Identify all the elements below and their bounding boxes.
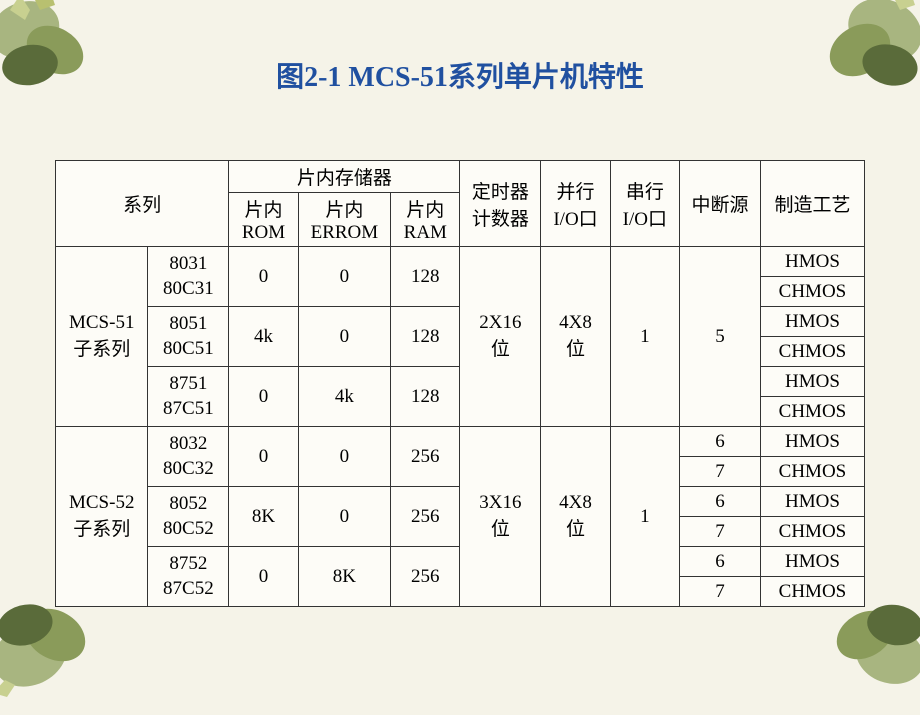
errom-val: 0 [298,307,390,367]
chip-pair: 803180C31 [148,247,229,307]
tech-val: HMOS [760,487,864,517]
series-name: MCS-51 子系列 [56,247,148,427]
hdr-ram: 片内 RAM [391,193,460,247]
hdr-timer: 定时器 计数器 [460,161,541,247]
rom-val: 0 [229,367,298,427]
rom-val: 4k [229,307,298,367]
timer-val: 2X16 位 [460,247,541,427]
ram-val: 128 [391,367,460,427]
ram-val: 256 [391,487,460,547]
timer-val: 3X16 位 [460,427,541,607]
errom-val: 0 [298,487,390,547]
tech-val: CHMOS [760,277,864,307]
int-val: 7 [680,457,761,487]
hdr-rom: 片内 ROM [229,193,298,247]
sio-val: 1 [610,247,679,427]
header-row-1: 系列 片内存储器 定时器 计数器 并行 I/O口 串行 I/O口 中断源 制造工… [56,161,865,193]
rom-val: 0 [229,547,298,607]
tech-val: HMOS [760,307,864,337]
tech-val: CHMOS [760,517,864,547]
hdr-memory: 片内存储器 [229,161,460,193]
hdr-errom: 片内 ERROM [298,193,390,247]
int-val: 5 [680,247,761,427]
rom-val: 8K [229,487,298,547]
int-val: 7 [680,517,761,547]
pio-val: 4X8 位 [541,427,610,607]
pio-val: 4X8 位 [541,247,610,427]
tech-val: CHMOS [760,457,864,487]
series-name: MCS-52 子系列 [56,427,148,607]
ram-val: 256 [391,547,460,607]
tech-val: HMOS [760,547,864,577]
spec-table: 系列 片内存储器 定时器 计数器 并行 I/O口 串行 I/O口 中断源 制造工… [55,160,865,607]
hdr-pio: 并行 I/O口 [541,161,610,247]
errom-val: 8K [298,547,390,607]
tech-val: CHMOS [760,337,864,367]
chip-pair: 805180C51 [148,307,229,367]
rom-val: 0 [229,247,298,307]
errom-val: 0 [298,247,390,307]
hdr-tech: 制造工艺 [760,161,864,247]
ram-val: 128 [391,307,460,367]
table-row: MCS-52 子系列 803280C32 0 0 256 3X16 位 4X8 … [56,427,865,457]
spec-table-wrap: 系列 片内存储器 定时器 计数器 并行 I/O口 串行 I/O口 中断源 制造工… [55,160,865,607]
tech-val: HMOS [760,367,864,397]
ram-val: 128 [391,247,460,307]
hdr-series: 系列 [56,161,229,247]
errom-val: 4k [298,367,390,427]
tech-val: HMOS [760,427,864,457]
int-val: 6 [680,547,761,577]
tech-val: CHMOS [760,397,864,427]
chip-pair: 875187C51 [148,367,229,427]
rom-val: 0 [229,427,298,487]
tech-val: CHMOS [760,577,864,607]
table-row: MCS-51 子系列 803180C31 0 0 128 2X16 位 4X8 … [56,247,865,277]
page-title: 图2-1 MCS-51系列单片机特性 [0,0,920,95]
int-val: 7 [680,577,761,607]
errom-val: 0 [298,427,390,487]
chip-pair: 803280C32 [148,427,229,487]
hdr-int: 中断源 [680,161,761,247]
chip-pair: 875287C52 [148,547,229,607]
ram-val: 256 [391,427,460,487]
int-val: 6 [680,427,761,457]
sio-val: 1 [610,427,679,607]
hdr-sio: 串行 I/O口 [610,161,679,247]
tech-val: HMOS [760,247,864,277]
chip-pair: 805280C52 [148,487,229,547]
int-val: 6 [680,487,761,517]
